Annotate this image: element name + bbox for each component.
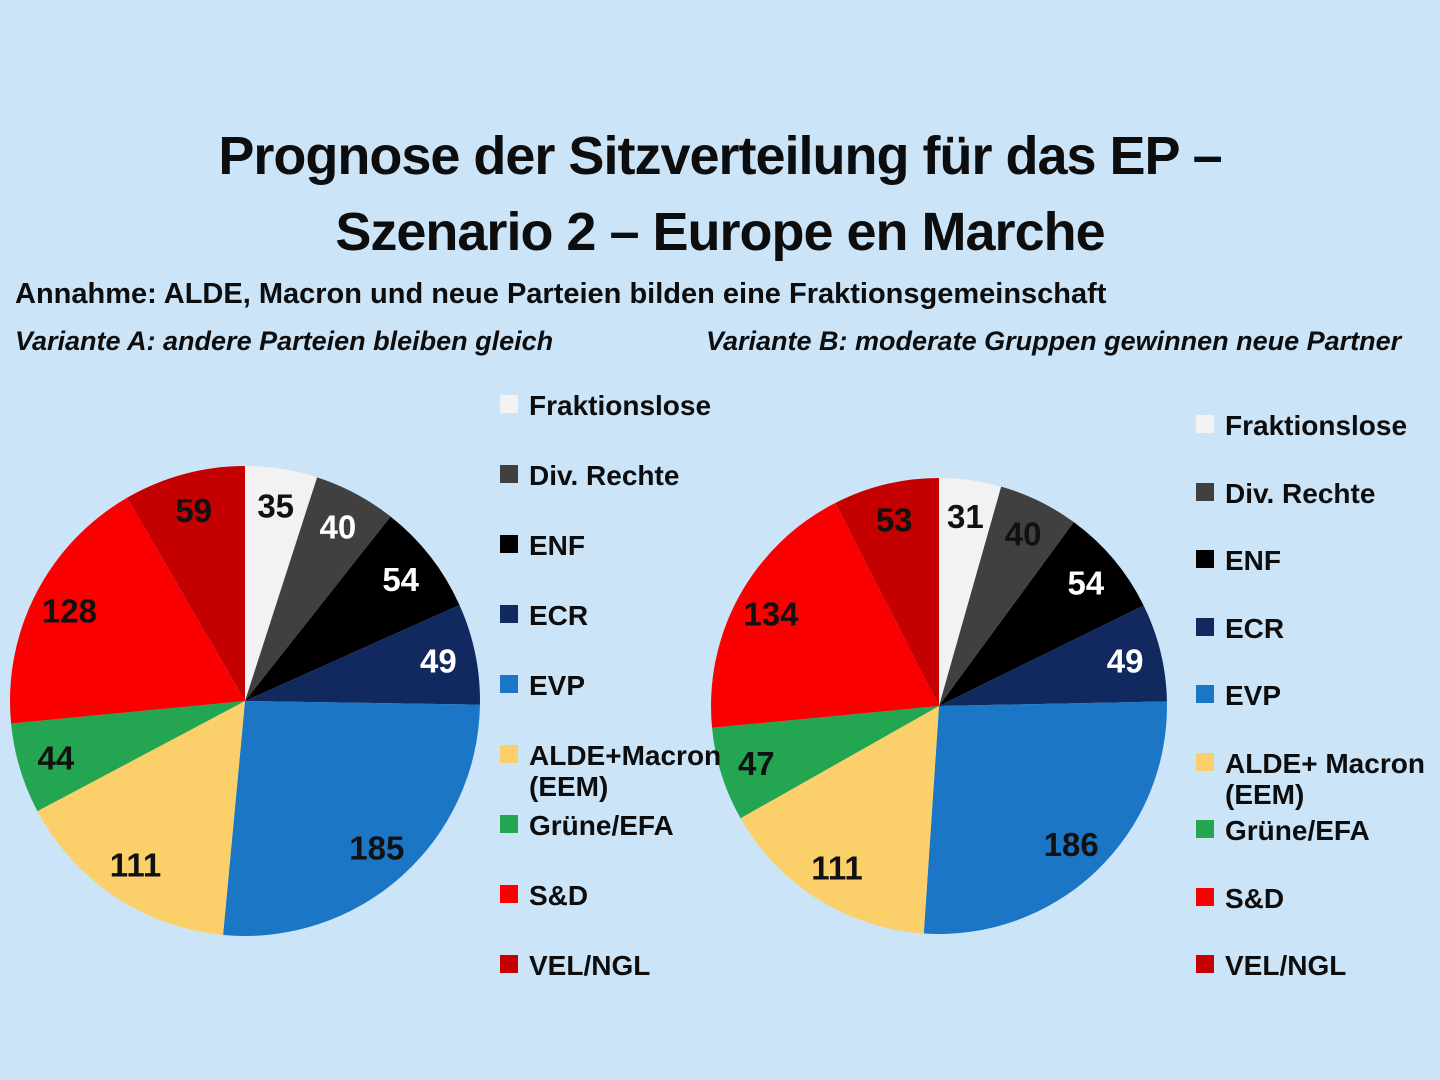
legend-a-swatch-vel-ngl (500, 955, 518, 973)
legend-a-label-s-d: S&D (529, 880, 589, 911)
pie-b-value-alde-macron-eem: 111 (811, 850, 862, 887)
pie-a-value-grune-efa: 44 (38, 739, 75, 776)
pie-a-value-ecr: 49 (420, 643, 457, 680)
legend-a-item-ecr: ECR (500, 600, 588, 631)
legend-b-swatch-evp (1196, 685, 1214, 703)
variant-b-caption: Variante B: moderate Gruppen gewinnen ne… (706, 326, 1402, 356)
pie-b-slice-ecr (939, 605, 1167, 706)
pie-a-value-s-d: 128 (42, 592, 97, 629)
pie-a-value-enf: 54 (382, 561, 419, 598)
legend-b-label-vel-ngl: VEL/NGL (1225, 950, 1347, 981)
legend-b-swatch-ecr (1196, 617, 1214, 636)
legend-a-item-s-d: S&D (500, 880, 588, 911)
pie-a-slice-s-d (10, 497, 245, 724)
legend-b-item-s-d: S&D (1196, 883, 1284, 914)
legend-b-item-grune-efa: Grüne/EFA (1196, 815, 1370, 846)
slide-title-line2: Szenario 2 – Europe en Marche (335, 202, 1105, 263)
legend-a-label-fraktionslose: Fraktionslose (529, 390, 712, 421)
legend-a-item-alde-macron: ALDE+Macron (EEM) (500, 740, 721, 802)
legend-b-item-ecr: ECR (1196, 613, 1284, 644)
pie-b-value-fraktionslose: 31 (947, 498, 984, 535)
legend-b-label-div-rechte: Div. Rechte (1225, 477, 1376, 509)
pie-b-value-evp: 186 (1044, 826, 1099, 863)
pie-b-value-vel-ngl: 53 (876, 501, 913, 538)
pie-b-value-div-rechte: 40 (1005, 515, 1042, 552)
pie-a-slice-ecr (245, 604, 480, 705)
pie-a-value-fraktionslose: 35 (257, 488, 294, 525)
legend-b-item-enf: ENF (1196, 545, 1281, 576)
legend-b-item-alde-macron: ALDE+ Macron (EEM) (1196, 748, 1425, 810)
legend-a-label-grune-efa: Grüne/EFA (529, 810, 674, 841)
legend-b-swatch-fraktionslose (1196, 415, 1214, 433)
pie-b-value-grune-efa: 47 (738, 745, 775, 782)
pie-a-slice-vel-ngl (127, 466, 245, 701)
pie-a-slice-fraktionslose (245, 466, 318, 701)
legend-b-swatch-s-d (1196, 887, 1214, 906)
pie-a-slice-evp (223, 701, 480, 936)
pie-b-slice-grune-efa (712, 706, 939, 819)
pie-a-value-vel-ngl: 59 (175, 492, 212, 529)
pie-b-slice-enf (939, 522, 1144, 706)
legend-a-item-enf: ENF (500, 530, 585, 561)
legend-b-item-fraktionslose: Fraktionslose (1196, 410, 1407, 441)
legend-b-swatch-grune-efa (1196, 820, 1214, 838)
legend-a-swatch-div-rechte (500, 465, 518, 483)
legend-a-label-evp: EVP (529, 670, 586, 701)
legend-b-label-ecr: ECR (1225, 612, 1285, 644)
legend-a-item-grune-efa: Grüne/EFA (500, 810, 674, 841)
legend-b-label-grune-efa: Grüne/EFA (1225, 815, 1370, 846)
legend-a-label-div-rechte: Div. Rechte (529, 460, 680, 491)
legend-a-label-vel-ngl: VEL/NGL (529, 950, 651, 981)
slide-title: Prognose der Sitzverteilung für das EP –… (0, 118, 1440, 270)
pie-a-value-evp: 185 (349, 830, 404, 867)
legend-b-item-div-rechte: Div. Rechte (1196, 478, 1375, 509)
assumption-subtitle: Annahme: ALDE, Macron und neue Parteien … (15, 278, 1107, 310)
pie-a-value-div-rechte: 40 (320, 508, 357, 545)
legend-b-label-evp: EVP (1225, 680, 1282, 711)
legend-b-swatch-alde-macron (1196, 752, 1214, 771)
legend-a-swatch-ecr (500, 605, 518, 623)
pie-b-slice-fraktionslose (939, 478, 1002, 706)
legend-a-label-ecr: ECR (529, 600, 589, 631)
legend-a-swatch-alde-macron (500, 745, 518, 763)
legend-a-item-vel-ngl: VEL/NGL (500, 950, 650, 981)
legend-a-label-alde-macron: ALDE+Macron (EEM) (529, 740, 722, 802)
pie-a-slice-enf (245, 516, 460, 701)
legend-b-swatch-div-rechte (1196, 482, 1214, 501)
legend-a-item-fraktionslose: Fraktionslose (500, 390, 711, 421)
slide-title-line1: Prognose der Sitzverteilung für das EP – (218, 126, 1222, 187)
legend-b-label-enf: ENF (1225, 545, 1281, 576)
legend-a-item-div-rechte: Div. Rechte (500, 460, 679, 491)
legend-b-item-evp: EVP (1196, 680, 1281, 711)
legend-a-swatch-s-d (500, 885, 518, 903)
legend-a-swatch-grune-efa (500, 815, 518, 833)
legend-b-label-fraktionslose: Fraktionslose (1225, 410, 1408, 441)
legend-b-swatch-enf (1196, 550, 1214, 568)
pie-b-slice-div-rechte (939, 486, 1074, 706)
pie-b-slice-alde-macron-eem (740, 706, 939, 934)
pie-a-slice-div-rechte (245, 477, 391, 701)
legend-b-label-s-d: S&D (1225, 882, 1285, 914)
pie-b-value-s-d: 134 (743, 596, 799, 633)
legend-b-item-vel-ngl: VEL/NGL (1196, 950, 1346, 981)
legend-b-label-alde-macron: ALDE+ Macron (EEM) (1225, 747, 1425, 810)
pie-a-value-alde-macron-eem: 111 (110, 847, 161, 884)
legend-a-swatch-fraktionslose (500, 395, 518, 413)
pie-b-slice-evp (923, 701, 1167, 934)
pie-b-slice-s-d (711, 502, 939, 728)
pie-b-slice-vel-ngl (835, 478, 939, 706)
legend-b-swatch-vel-ngl (1196, 955, 1214, 973)
legend-a-swatch-enf (500, 535, 518, 553)
pie-b-value-enf: 54 (1067, 565, 1104, 602)
legend-a-item-evp: EVP (500, 670, 585, 701)
legend-a-label-enf: ENF (529, 530, 585, 561)
pie-b-value-ecr: 49 (1107, 642, 1144, 679)
pie-a-slice-grune-efa (11, 701, 245, 812)
legend-a-swatch-evp (500, 675, 518, 693)
pie-a-slice-alde-macron-eem (37, 701, 246, 935)
variant-a-caption: Variante A: andere Parteien bleiben glei… (15, 326, 554, 356)
